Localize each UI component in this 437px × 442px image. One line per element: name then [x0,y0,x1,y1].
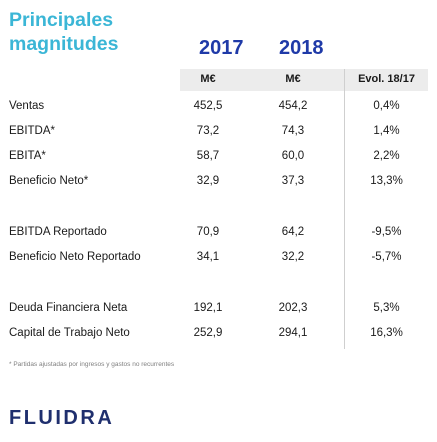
value-2018: 202,3 [278,302,308,314]
value-evolution: 13,3% [370,175,403,187]
page-title: Principales magnitudes [9,9,119,55]
value-2018: 32,2 [281,251,305,263]
value-evolution: 5,3% [373,302,400,314]
value-2017: 34,1 [196,251,220,263]
value-2018: 37,3 [281,175,305,187]
value-2017: 32,9 [196,175,220,187]
table-row: Beneficio Neto Reportado 34,1 32,2 -5,7% [0,251,437,273]
row-label: EBITDA Reportado [9,226,107,238]
value-2018: 294,1 [278,327,308,339]
table-row: EBITDA Reportado 70,9 64,2 -9,5% [0,226,437,248]
row-label: Beneficio Neto Reportado [9,251,141,263]
header-evolution: Evol. 18/17 [358,73,415,85]
row-label: Capital de Trabajo Neto [9,327,130,339]
value-2017: 70,9 [196,226,220,238]
value-2017: 192,1 [193,302,223,314]
value-evolution: 16,3% [370,327,403,339]
table-row: Beneficio Neto* 32,9 37,3 13,3% [0,175,437,197]
value-2017: 58,7 [196,150,220,162]
value-evolution: -5,7% [371,251,402,263]
table-row: Ventas 452,5 454,2 0,4% [0,100,437,122]
table-row: EBITDA* 73,2 74,3 1,4% [0,125,437,147]
fluidra-logo: FLUIDRA [9,407,115,429]
value-2018: 454,2 [278,100,308,112]
row-label: Beneficio Neto* [9,175,89,187]
table-header-band [180,69,428,91]
value-evolution: 0,4% [373,100,400,112]
row-label: EBITDA* [9,125,56,137]
value-2017: 452,5 [193,100,223,112]
value-2018: 64,2 [281,226,305,238]
table-row: EBITA* 58,7 60,0 2,2% [0,150,437,172]
value-2017: 73,2 [196,125,220,137]
footnote: * Partidas ajustadas por ingresos y gast… [9,361,175,368]
year-2018-heading: 2018 [279,37,324,59]
row-label: Deuda Financiera Neta [9,302,128,314]
value-2017: 252,9 [193,327,223,339]
value-2018: 74,3 [281,125,305,137]
year-2017-heading: 2017 [199,37,244,59]
header-2018-unit: M€ [285,73,301,85]
row-label: Ventas [9,100,45,112]
value-evolution: -9,5% [371,226,402,238]
column-divider [344,69,345,349]
value-evolution: 1,4% [373,125,400,137]
header-2017-unit: M€ [200,73,216,85]
value-evolution: 2,2% [373,150,400,162]
row-label: EBITA* [9,150,46,162]
table-row: Capital de Trabajo Neto 252,9 294,1 16,3… [0,327,437,349]
value-2018: 60,0 [281,150,305,162]
table-row: Deuda Financiera Neta 192,1 202,3 5,3% [0,302,437,324]
